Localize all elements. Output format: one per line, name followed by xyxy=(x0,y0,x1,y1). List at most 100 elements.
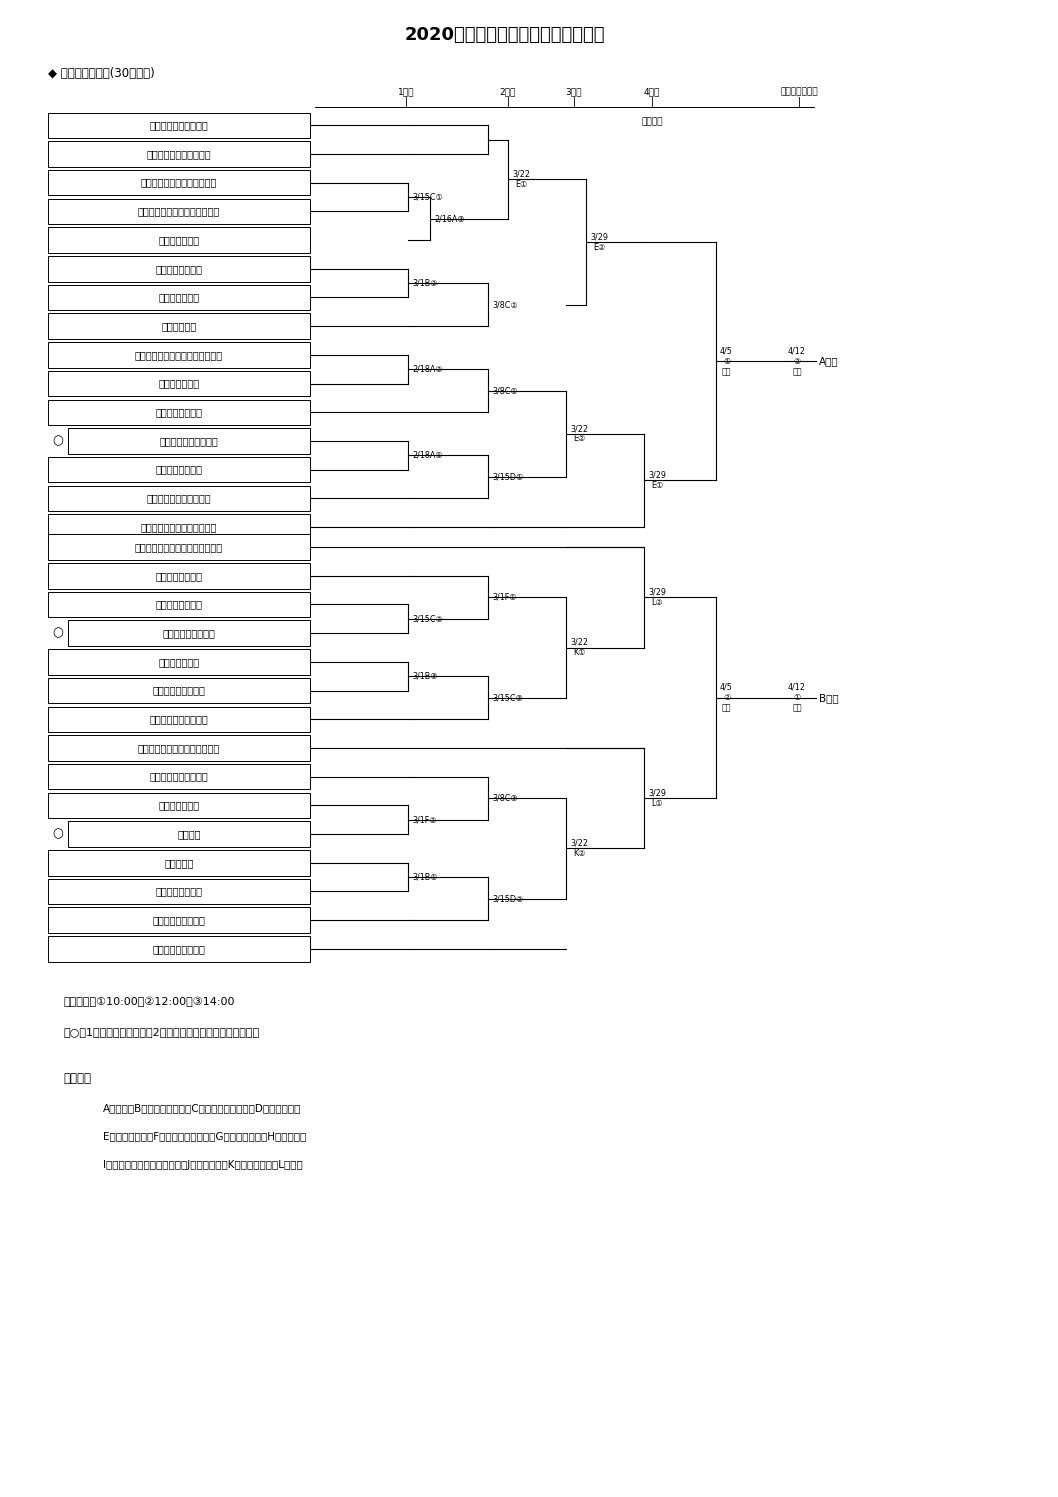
Text: 静岡産業大学サッカー部: 静岡産業大学サッカー部 xyxy=(147,148,212,159)
Text: ユナイテッドＦＣ: ユナイテッドＦＣ xyxy=(156,599,202,609)
Text: 3/8C①: 3/8C① xyxy=(492,386,517,395)
Text: 静岡県教員サッカー団芙蓉クラブ: 静岡県教員サッカー団芙蓉クラブ xyxy=(135,350,223,359)
Text: 3/22
E②: 3/22 E② xyxy=(570,424,588,443)
Text: 静岡市役所清水: 静岡市役所清水 xyxy=(159,657,200,666)
Text: 藤枝市役所サッカー部: 藤枝市役所サッカー部 xyxy=(149,120,208,130)
Text: 3/15C①: 3/15C① xyxy=(412,193,442,202)
Text: 2/18A①: 2/18A① xyxy=(412,451,442,460)
Text: 試合時間：①10:00　②12:00　③14:00: 試合時間：①10:00 ②12:00 ③14:00 xyxy=(63,997,235,1007)
Bar xyxy=(48,485,310,510)
Bar xyxy=(68,428,310,454)
Text: B代表: B代表 xyxy=(819,693,839,702)
Bar xyxy=(48,169,310,196)
Text: 3/1F①: 3/1F① xyxy=(492,593,516,602)
Bar xyxy=(48,792,310,817)
Text: ＬＶＥＲＡＬ焼津: ＬＶＥＲＡＬ焼津 xyxy=(156,263,202,274)
Text: 3/1B②: 3/1B② xyxy=(412,278,437,287)
Bar xyxy=(48,563,310,588)
Text: Ｓ．Ｊ．ＦＡＮＡＮＮ: Ｓ．Ｊ．ＦＡＮＡＮＮ xyxy=(160,436,218,446)
Text: ＮＯＡＨ　ＦＣ: ＮＯＡＨ ＦＣ xyxy=(159,379,200,389)
Bar xyxy=(48,199,310,225)
Text: ブロック決定戦: ブロック決定戦 xyxy=(780,87,818,96)
Text: ○: ○ xyxy=(53,627,63,639)
Text: 岳南Ｆモスペリオ: 岳南Ｆモスペリオ xyxy=(156,886,202,897)
Bar xyxy=(48,936,310,961)
Text: 3/29
E①: 3/29 E① xyxy=(647,470,665,490)
Text: 3/8C②: 3/8C② xyxy=(492,299,517,308)
Text: 3/8C③: 3/8C③ xyxy=(492,793,517,802)
Bar xyxy=(68,822,310,847)
Text: 3/15C③: 3/15C③ xyxy=(492,693,523,702)
Bar xyxy=(48,763,310,789)
Text: 3/15D②: 3/15D② xyxy=(492,894,523,903)
Text: 3回戦: 3回戦 xyxy=(566,87,582,96)
Text: 3/1B①: 3/1B① xyxy=(412,873,437,882)
Bar xyxy=(48,735,310,760)
Text: 袋井サッカークラブ: 袋井サッカークラブ xyxy=(163,629,216,638)
Text: 4/12
①
未定: 4/12 ① 未定 xyxy=(788,683,806,713)
Text: 矢崎バレンテフットボールクラブ: 矢崎バレンテフットボールクラブ xyxy=(135,542,223,552)
Bar xyxy=(48,879,310,904)
Bar xyxy=(68,620,310,645)
Text: ＳＳ伊豆: ＳＳ伊豆 xyxy=(178,829,201,838)
Text: 4/5
②
未定: 4/5 ② 未定 xyxy=(720,683,733,713)
Bar xyxy=(48,650,310,675)
Text: I：愛鹿多目的陸上競技場　　J：エコパ　　K：常葉大学　　L：静大: I：愛鹿多目的陸上競技場 J：エコパ K：常葉大学 L：静大 xyxy=(103,1160,303,1169)
Text: 2/16A③: 2/16A③ xyxy=(434,214,464,223)
Text: 3/29
L②: 3/29 L② xyxy=(647,588,665,606)
Text: ○: ○ xyxy=(53,434,63,448)
Text: 3/29
L①: 3/29 L① xyxy=(647,789,665,808)
Text: チャッキリーズ: チャッキリーズ xyxy=(159,292,200,302)
Bar xyxy=(48,343,310,368)
Text: 1回戦: 1回戦 xyxy=(398,87,415,96)
Bar xyxy=(48,515,310,540)
Text: パイシャオン: パイシャオン xyxy=(162,322,197,331)
Text: 3/22
E①: 3/22 E① xyxy=(512,169,530,189)
Text: 静岡産業大学セカンド: 静岡産業大学セカンド xyxy=(149,771,208,781)
Bar xyxy=(48,534,310,560)
Bar xyxy=(48,591,310,617)
Text: 3/22
K①: 3/22 K① xyxy=(570,638,588,657)
Text: 常葉大学浜松キャンパスＦＣ: 常葉大学浜松キャンパスＦＣ xyxy=(141,522,217,531)
Text: 3/15C②: 3/15C② xyxy=(412,614,442,623)
Text: ＳＨＩＭＩＺＵ　Ｗａｎｔｅｄ: ＳＨＩＭＩＺＵ Ｗａｎｔｅｄ xyxy=(138,743,220,753)
Text: ○：1回戦当番チーム　　2回戦以降は別途運営側が指名する: ○：1回戦当番チーム 2回戦以降は別途運営側が指名する xyxy=(63,1027,259,1036)
Text: 準決勝戦: 準決勝戦 xyxy=(641,117,662,126)
Bar xyxy=(48,850,310,876)
Text: 4/12
②
未定: 4/12 ② 未定 xyxy=(788,346,806,376)
Bar xyxy=(48,400,310,425)
Text: Ｂｌａｃｋ　Ｋｉｔｔｙ: Ｂｌａｃｋ Ｋｉｔｔｙ xyxy=(147,494,212,503)
Bar xyxy=(48,313,310,338)
Text: 3/29
E②: 3/29 E② xyxy=(590,232,608,251)
Text: 4/5
①
未定: 4/5 ① 未定 xyxy=(720,346,733,376)
Text: トヨタＬ＆Ｆ静岡: トヨタＬ＆Ｆ静岡 xyxy=(156,464,202,475)
Text: ＳＶ　Ｎｏｒｄｅｒｓｔａｄｔ: ＳＶ Ｎｏｒｄｅｒｓｔａｄｔ xyxy=(138,207,220,217)
Text: 常葉大学サッカー部: 常葉大学サッカー部 xyxy=(152,943,205,954)
Text: 3/1B③: 3/1B③ xyxy=(412,672,437,681)
Text: Ｓ．Ｂ．Ｒ: Ｓ．Ｂ．Ｒ xyxy=(164,858,194,868)
Bar xyxy=(48,371,310,397)
Text: 2020年度静岡県サッカー選手権大会: 2020年度静岡県サッカー選手権大会 xyxy=(405,25,605,43)
Text: 焼　津　Ｆ　Ｃ: 焼 津 Ｆ Ｃ xyxy=(159,801,200,810)
Text: 2回戦: 2回戦 xyxy=(499,87,516,96)
Text: ＳＵＺＵＫＩ　ＦＣ: ＳＵＺＵＫＩ ＦＣ xyxy=(152,686,205,696)
Text: ◆ 予選大会組合せ(30チーム): ◆ 予選大会組合せ(30チーム) xyxy=(48,66,154,79)
Text: 常葉大学キトルス: 常葉大学キトルス xyxy=(156,570,202,581)
Text: E：草薙球技場　F：エコパ人工芝　　G：藤枝陸上　　H：藤枝総合: E：草薙球技場 F：エコパ人工芝 G：藤枝陸上 H：藤枝総合 xyxy=(103,1132,306,1142)
Bar xyxy=(48,457,310,482)
Text: 3/1F②: 3/1F② xyxy=(412,816,436,825)
Bar xyxy=(48,228,310,253)
Text: ○: ○ xyxy=(53,828,63,840)
Text: 4回戦: 4回戦 xyxy=(644,87,660,96)
Text: A代表: A代表 xyxy=(819,356,839,367)
Bar xyxy=(48,678,310,704)
Bar xyxy=(48,707,310,732)
Bar xyxy=(48,907,310,933)
Bar xyxy=(48,112,310,138)
Text: 試合会場: 試合会場 xyxy=(63,1072,91,1085)
Text: 静岡大学サッカー部: 静岡大学サッカー部 xyxy=(152,915,205,925)
Text: 3/22
K②: 3/22 K② xyxy=(570,838,588,858)
Text: 中　部　電　力: 中 部 電 力 xyxy=(159,235,200,246)
Text: 静岡ガス株式会社サッカー部: 静岡ガス株式会社サッカー部 xyxy=(141,178,217,187)
Bar xyxy=(48,141,310,166)
